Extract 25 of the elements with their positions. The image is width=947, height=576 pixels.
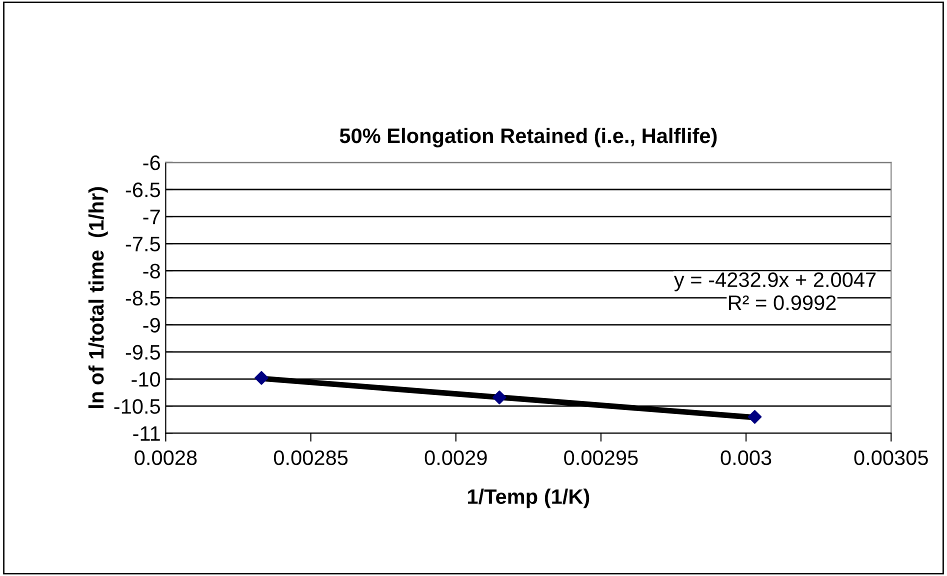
point: [748, 410, 762, 424]
y-tick-label: -7: [143, 210, 160, 224]
x-tick-label: 0.0029: [424, 450, 487, 466]
x-tick-label: 0.00295: [564, 450, 638, 466]
y-tick-label: -7.5: [126, 236, 160, 252]
x-tick-label: 0.00285: [274, 450, 348, 466]
y-tick-label: -9: [143, 318, 160, 333]
x-tick-label: 0.0028: [134, 450, 197, 466]
y-tick-label: -6.5: [126, 182, 160, 198]
y-tick-label: -9.5: [126, 344, 160, 360]
annotation: R² = 0.9992: [728, 295, 836, 310]
y-tick-label: -10.5: [114, 399, 160, 414]
y-tick-label: -6: [143, 155, 160, 170]
y-tick-label: -8: [143, 264, 160, 278]
x-tick-label: 0.00305: [854, 450, 928, 466]
point: [492, 390, 506, 404]
y-tick-label: -11: [133, 426, 160, 441]
y-tick-label: -10: [132, 372, 160, 387]
chart-title: 50% Elongation Retained (i.e., Halflife): [340, 128, 717, 148]
point: [254, 371, 268, 385]
y-axis-title: ln of 1/total time (1/hr): [88, 187, 108, 408]
annotation: y = -4232.9x + 2.0047: [674, 272, 876, 292]
y-tick-label: -8.5: [126, 290, 160, 306]
x-tick-label: 0.003: [720, 450, 772, 466]
x-axis-title: 1/Temp (1/K): [468, 488, 590, 508]
